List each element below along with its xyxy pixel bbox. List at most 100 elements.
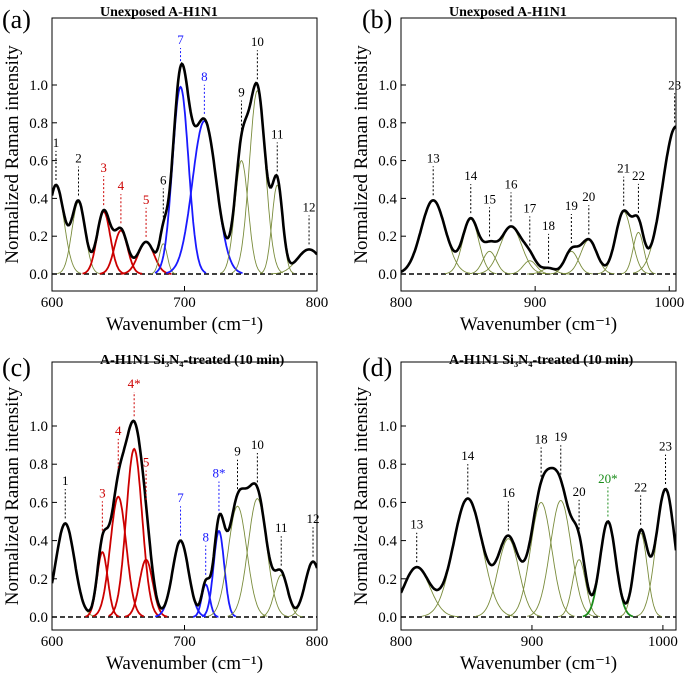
- peak-label-23: 23: [659, 439, 672, 454]
- peak-label-13: 13: [410, 517, 423, 532]
- plot-frame: [400, 361, 677, 631]
- y-tick-label: 1.0: [29, 419, 48, 435]
- component-peak-11: [260, 574, 303, 618]
- peak-label-2: 2: [75, 151, 82, 166]
- peak-label-22: 22: [634, 479, 647, 494]
- y-tick-label: 0.8: [29, 116, 48, 132]
- component-peak-8*: [201, 529, 237, 618]
- y-tick-label: 0.0: [378, 610, 397, 626]
- x-tick-label: 900: [524, 295, 547, 311]
- peak-label-18: 18: [542, 218, 555, 233]
- peak-label-20: 20: [573, 484, 586, 499]
- chart-panel-3: (c) A-H1N1 Si₃N₄-treated (10 min) 0.0 0.2 0.…: [2, 353, 328, 674]
- x-tick-label: 700: [173, 295, 196, 311]
- peak-label-8: 8: [202, 530, 209, 545]
- peak-label-11: 11: [271, 126, 284, 141]
- peak-label-8*: 8*: [212, 466, 225, 481]
- chart-title: A-H1N1 Si₃N₄-treated (10 min): [100, 353, 285, 368]
- peak-label-12: 12: [307, 511, 320, 526]
- x-axis-label: Wavenumber (cm⁻¹): [460, 314, 617, 335]
- component-peak-10: [227, 498, 288, 617]
- component-peak-10: [231, 90, 284, 274]
- y-tick-label: 1.0: [378, 419, 397, 435]
- peak-label-21: 21: [617, 161, 630, 176]
- y-tick-label: 0.2: [378, 229, 397, 245]
- peak-label-1: 1: [53, 135, 60, 150]
- peak-label-19: 19: [565, 198, 578, 213]
- component-peak-20: [562, 239, 615, 275]
- component-peak-15: [468, 250, 512, 275]
- chart-panel-2: (b) Unexposed A-H1N1 0.0 0.2 0.4 0.6 0.8 1.0 800…: [351, 5, 684, 335]
- raman-spectrum-line: [52, 61, 317, 265]
- chart-title: A-H1N1 Si₃N₄-treated (10 min): [449, 353, 634, 368]
- panel-letter: (d): [362, 353, 392, 382]
- component-peak-22: [621, 231, 656, 275]
- component-peak-4*: [108, 447, 161, 617]
- raman-spectrum-line: [401, 125, 676, 274]
- y-tick-label: 0.6: [29, 495, 48, 511]
- peak-label-19: 19: [554, 429, 567, 444]
- y-axis-label: Normalized Raman intensity: [2, 386, 23, 605]
- y-tick-label: 0.2: [29, 572, 48, 588]
- y-tick-label: 0.6: [378, 154, 397, 170]
- x-tick-label: 1000: [648, 634, 678, 650]
- peak-label-4*: 4*: [128, 376, 141, 391]
- x-tick-label: 800: [390, 295, 413, 311]
- peak-label-4: 4: [118, 178, 125, 193]
- peak-label-15: 15: [483, 191, 496, 206]
- x-axis-label: Wavenumber (cm⁻¹): [106, 314, 263, 335]
- component-peak-5: [124, 558, 168, 618]
- peak-label-6: 6: [160, 172, 167, 187]
- component-peak-17: [508, 260, 552, 275]
- y-axis-label: Normalized Raman intensity: [351, 386, 372, 605]
- panel-letter: (a): [2, 5, 31, 34]
- component-peak-22: [619, 532, 662, 617]
- component-peak-9: [207, 505, 268, 617]
- peak-label-7: 7: [177, 32, 184, 47]
- peak-label-14: 14: [461, 448, 475, 463]
- peak-label-18: 18: [535, 431, 548, 446]
- component-peak-8: [193, 583, 219, 618]
- y-tick-label: 0.0: [29, 610, 48, 626]
- peak-label-5: 5: [143, 454, 150, 469]
- x-tick-label: 600: [41, 295, 64, 311]
- y-tick-label: 0.4: [29, 191, 48, 207]
- peak-label-1: 1: [62, 473, 69, 488]
- chart-title: Unexposed A-H1N1: [100, 5, 218, 20]
- peak-label-16: 16: [502, 485, 516, 500]
- y-tick-label: 0.4: [29, 534, 48, 550]
- peak-label-9: 9: [238, 85, 245, 100]
- x-tick-label: 900: [521, 634, 544, 650]
- component-peak-20: [558, 559, 601, 618]
- panel-letter: (c): [2, 353, 31, 382]
- y-tick-label: 0.8: [378, 116, 397, 132]
- y-tick-label: 0.8: [378, 457, 397, 473]
- component-peak-9: [220, 160, 263, 274]
- raman-spectrum-line: [52, 419, 317, 613]
- y-tick-label: 1.0: [29, 78, 48, 94]
- x-tick-label: 800: [306, 634, 329, 650]
- x-axis-label: Wavenumber (cm⁻¹): [106, 653, 263, 674]
- peak-label-20*: 20*: [598, 471, 618, 486]
- peak-label-22: 22: [632, 168, 645, 183]
- plot-frame: [51, 361, 318, 631]
- component-peak-11: [260, 184, 295, 274]
- plot-frame: [400, 17, 677, 292]
- peak-label-10: 10: [251, 437, 264, 452]
- peak-label-8: 8: [201, 69, 208, 84]
- component-peak-16: [474, 538, 542, 617]
- peak-label-9: 9: [234, 444, 241, 459]
- peak-label-3: 3: [99, 485, 106, 500]
- component-peak-19: [527, 500, 595, 617]
- y-tick-label: 0.8: [29, 457, 48, 473]
- y-tick-label: 0.2: [29, 229, 48, 245]
- y-tick-label: 0.0: [378, 267, 397, 283]
- y-tick-label: 0.6: [29, 154, 48, 170]
- peak-label-17: 17: [523, 200, 537, 215]
- peak-label-5: 5: [143, 192, 150, 207]
- y-tick-label: 0.2: [378, 572, 397, 588]
- peak-label-12: 12: [303, 199, 316, 214]
- x-tick-label: 700: [173, 634, 196, 650]
- component-peak-8: [165, 119, 243, 274]
